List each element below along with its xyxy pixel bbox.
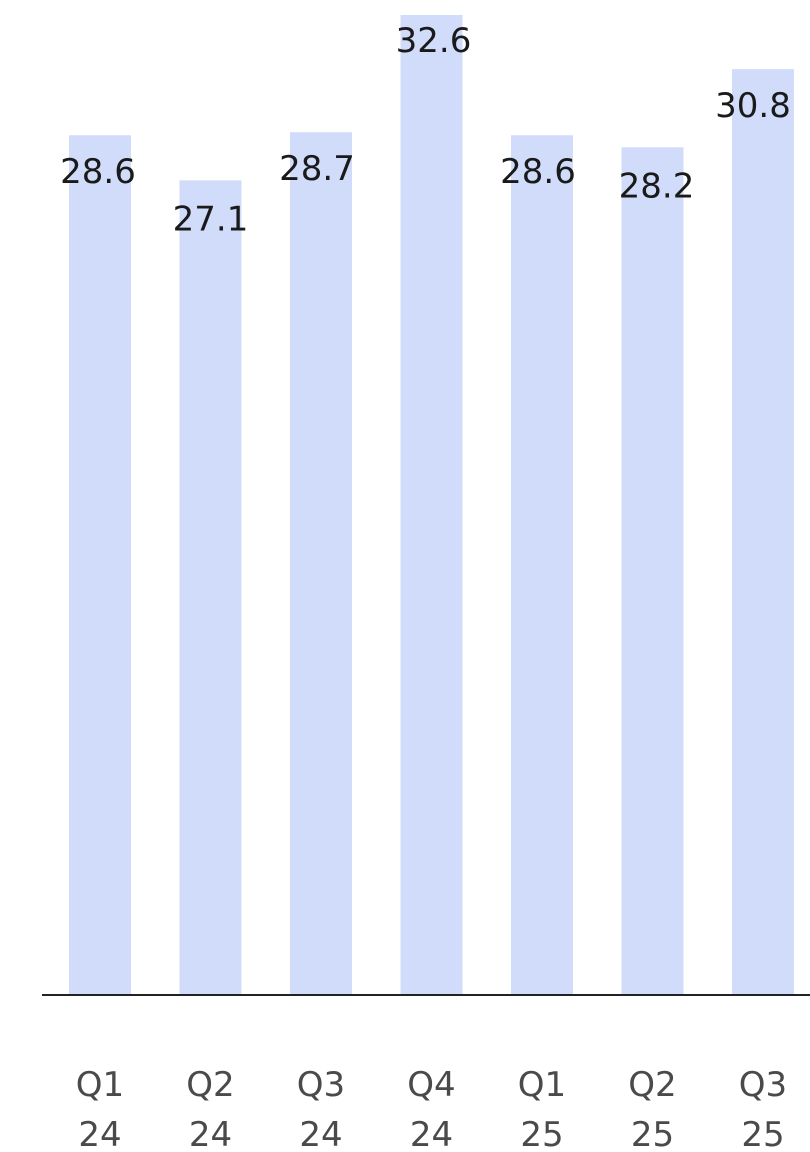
bar-q3-24	[290, 132, 352, 995]
x-tick-label-year: 24	[78, 1115, 121, 1152]
bars-group	[69, 15, 794, 996]
bar-q1-24	[69, 135, 131, 996]
value-label: 32.6	[396, 21, 472, 61]
x-tick-label-quarter: Q1	[76, 1065, 124, 1105]
value-label: 28.7	[279, 149, 355, 189]
value-label: 30.8	[715, 86, 791, 126]
bar-q3-25	[732, 69, 794, 996]
bar-q4-24	[400, 15, 463, 995]
x-tick-label-year: 24	[299, 1115, 342, 1152]
x-tick-label-quarter: Q3	[739, 1065, 787, 1105]
x-tick-labels-group: Q1 24 Q2 24 Q3 24 Q4 24 Q1 25 Q2 25 Q3 25	[76, 1065, 787, 1152]
x-tick-label-quarter: Q1	[518, 1065, 566, 1105]
x-tick-label-quarter: Q2	[186, 1065, 234, 1105]
x-tick-label-year: 25	[520, 1115, 563, 1152]
value-labels-group: 28.6 27.1 28.7 32.6 28.6 28.2 30.8	[60, 21, 791, 239]
bar-q1-25	[511, 135, 573, 996]
bar-q2-24	[179, 180, 242, 996]
x-tick-label-quarter: Q2	[628, 1065, 676, 1105]
value-label: 27.1	[173, 199, 249, 239]
x-tick-label-year: 25	[741, 1115, 784, 1152]
value-label: 28.6	[500, 152, 576, 192]
x-tick-label-year: 24	[189, 1115, 232, 1152]
x-tick-label-quarter: Q3	[297, 1065, 345, 1105]
x-tick-label-year: 24	[410, 1115, 453, 1152]
x-tick-label-year: 25	[631, 1115, 674, 1152]
bar-q2-25	[621, 147, 684, 995]
value-label: 28.2	[619, 166, 695, 206]
value-label: 28.6	[60, 152, 136, 192]
x-tick-label-quarter: Q4	[407, 1065, 455, 1105]
